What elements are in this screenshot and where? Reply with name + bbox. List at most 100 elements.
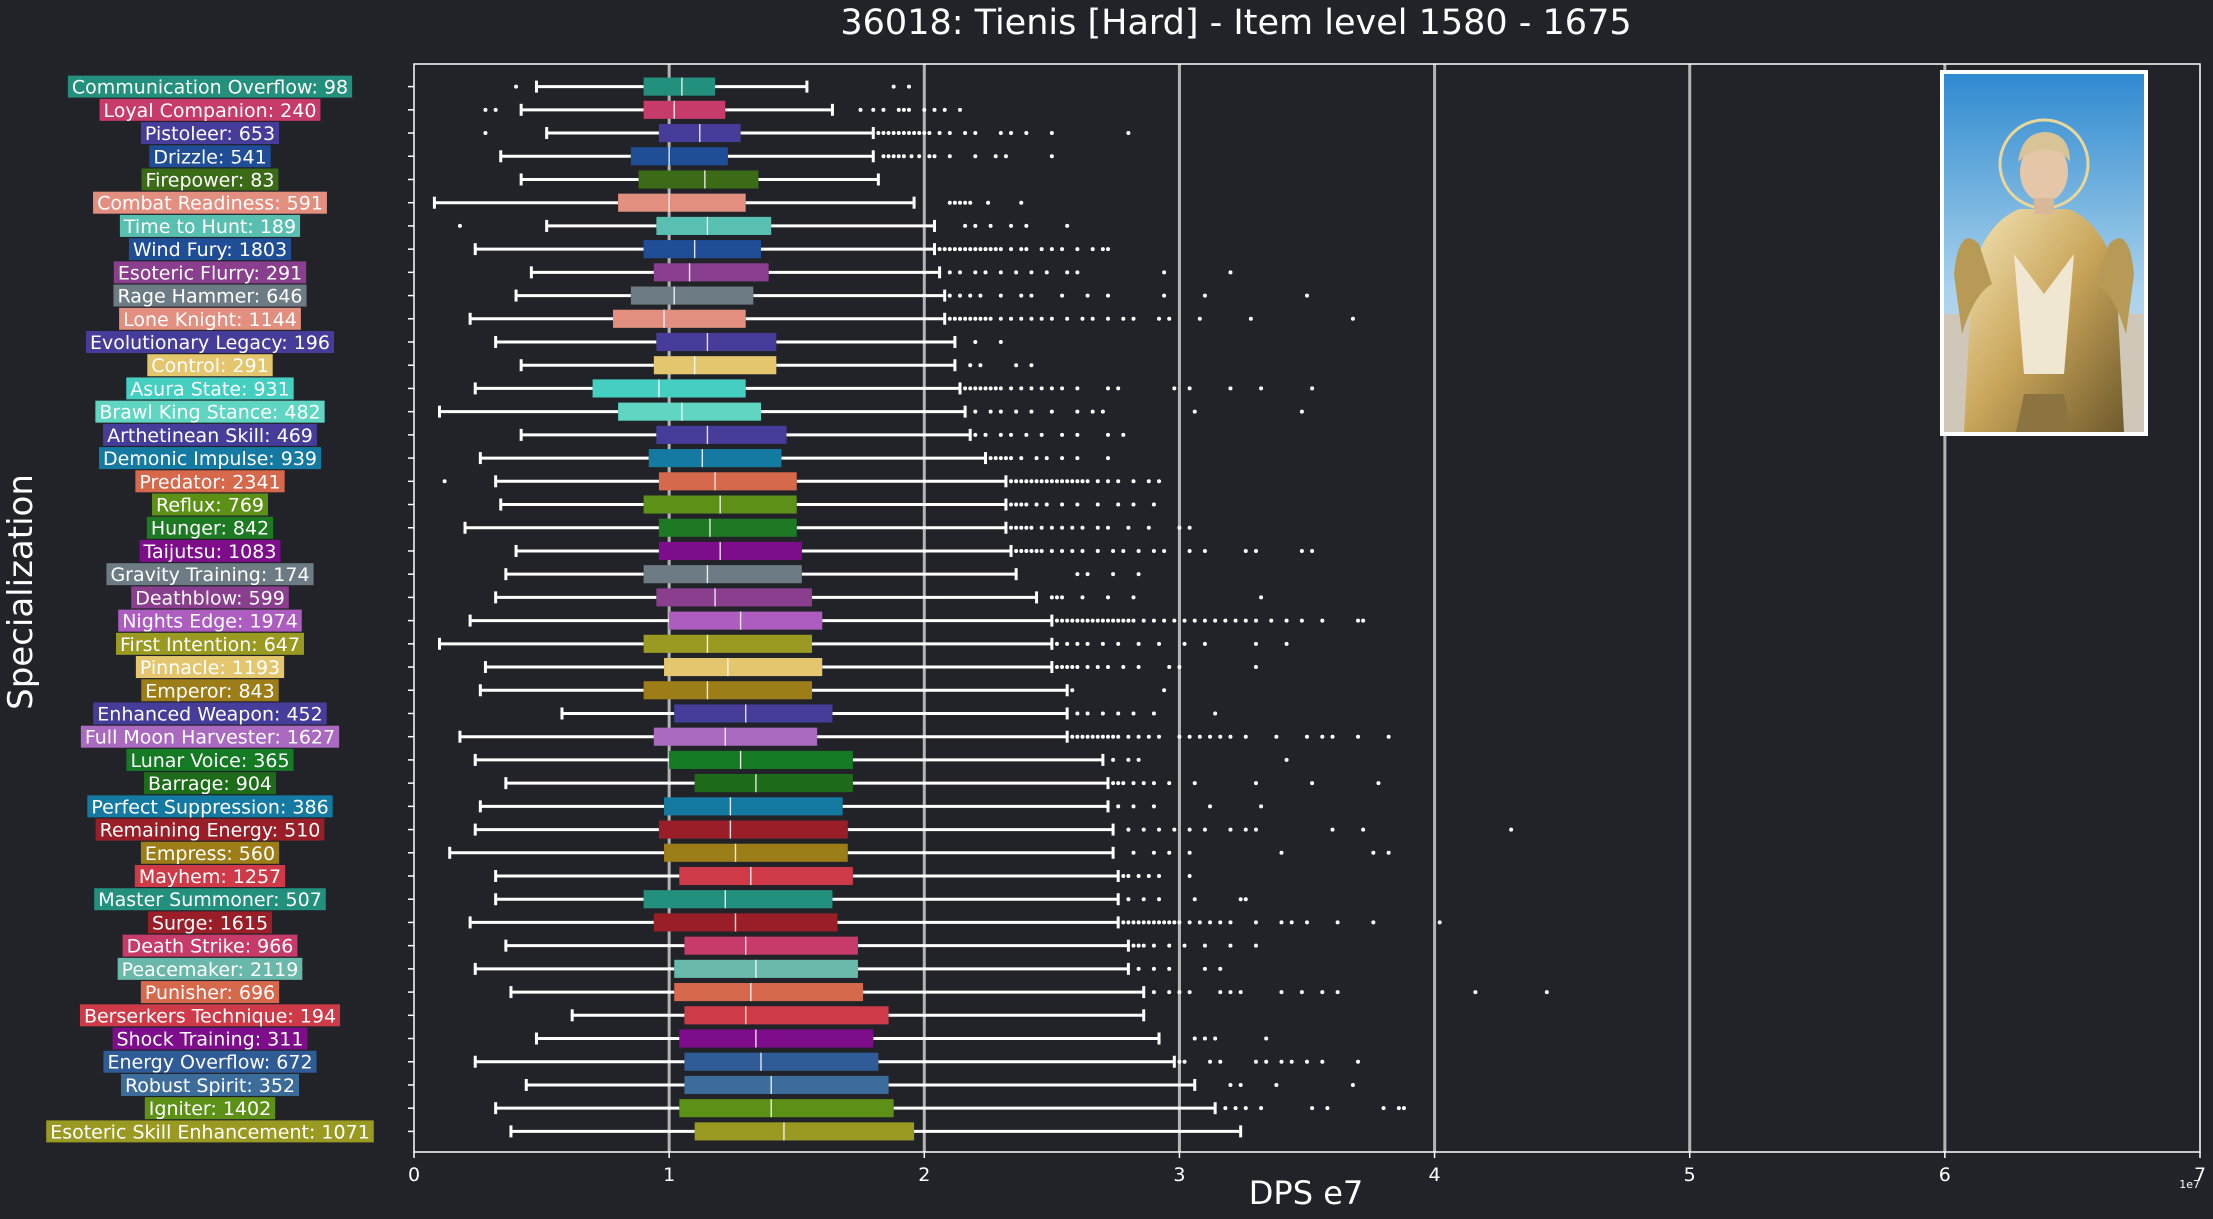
specialization-label: Full Moon Harvester: 1627 [80,725,340,749]
outlier-point [901,154,906,159]
outlier-point [1238,990,1243,995]
outlier-point [1085,734,1090,739]
outlier-point [988,247,993,252]
outlier-point [1105,316,1110,321]
outlier-point [968,247,973,252]
label-text: Firepower: 83 [146,169,275,191]
label-background [128,238,292,261]
outlier-point [1024,525,1029,530]
label-background [131,586,289,609]
outlier-point [1151,850,1156,855]
outlier-point [1019,525,1024,530]
iqr-box [638,170,759,189]
outlier-point [1162,293,1167,298]
iqr-box [669,750,853,769]
outlier-point [1080,618,1085,623]
outlier-point [1049,316,1054,321]
outlier-point [1167,850,1172,855]
outlier-point [1228,920,1233,925]
outlier-point [963,200,968,205]
outlier-point [937,247,942,252]
outlier-point [1095,548,1100,553]
outlier-point [1095,502,1100,507]
outlier-point [1182,641,1187,646]
outlier-point [1218,966,1223,971]
label-background [143,772,277,795]
outlier-point [1116,711,1121,716]
label-text: Pinnacle: 1193 [140,657,280,679]
outlier-point [1054,479,1059,484]
outlier-point [927,131,932,136]
iqr-box [630,286,754,305]
x-tick-label: 4 [1429,1164,1441,1186]
iqr-box [653,913,838,932]
outlier-point [1126,757,1131,762]
outlier-point [1090,618,1095,623]
outlier-point [1187,990,1192,995]
outlier-point [1202,618,1207,623]
outlier-point [1162,618,1167,623]
label-text: Energy Overflow: 672 [107,1052,312,1074]
iqr-box [664,843,848,862]
outlier-point [1136,548,1141,553]
specialization-label: Deathblow: 599 [131,586,289,609]
outlier-point [1136,665,1141,670]
label-text: Brawl King Stance: 482 [99,402,320,424]
label-text: Remaining Energy: 510 [100,820,321,842]
outlier-point [1253,641,1258,646]
specialization-label: Arthetinean Skill: 469 [103,423,317,447]
outlier-point [1162,270,1167,275]
outlier-point [1090,247,1095,252]
label-background [113,284,307,307]
outlier-point [973,270,978,275]
label-text: Igniter: 1402 [149,1098,271,1120]
outlier-point [1009,223,1014,228]
outlier-point [998,432,1003,437]
outlier-point [1126,920,1131,925]
iqr-box [592,379,746,398]
outlier-point [1014,548,1019,553]
outlier-point [514,84,519,89]
outlier-point [1253,1059,1258,1064]
outlier-point [958,247,963,252]
outlier-point [1131,711,1136,716]
specialization-label: Demonic Impulse: 939 [98,447,322,470]
outlier-point [1039,432,1044,437]
outlier-point [1299,409,1304,414]
outlier-point [483,131,488,136]
outlier-point [1111,781,1116,786]
outlier-point [973,247,978,252]
outlier-point [1243,618,1248,623]
outlier-point [1253,618,1258,623]
outlier-point [881,154,886,159]
iqr-box [664,657,823,677]
outlier-point [1060,386,1065,391]
outlier-point [1085,572,1090,577]
outlier-point [1223,1106,1228,1111]
outlier-point [1121,618,1126,623]
outlier-point [1034,479,1039,484]
label-text: Esoteric Skill Enhancement: 1071 [50,1121,370,1143]
outlier-point [1146,479,1151,484]
outlier-point [1167,665,1172,670]
label-text: Time to Hunt: 189 [123,216,296,238]
outlier-point [993,386,998,391]
x-tick-label: 6 [1939,1164,1951,1186]
iqr-box [674,983,864,1002]
specialization-label: Enhanced Weapon: 452 [93,702,327,725]
outlier-point [1202,943,1207,948]
outlier-point [958,270,963,275]
outlier-point [1060,432,1065,437]
outlier-point [1141,827,1146,832]
outlier-point [1111,618,1116,623]
specialization-label: Lone Knight: 1144 [119,307,301,331]
outlier-point [1116,479,1121,484]
outlier-point [998,386,1003,391]
label-background [119,214,301,237]
outlier-point [1208,1059,1213,1064]
specialization-label: Shock Training: 311 [112,1027,308,1051]
outlier-point [968,386,973,391]
label-background [140,122,280,145]
outlier-point [1228,1082,1233,1087]
outlier-point [1167,316,1172,321]
